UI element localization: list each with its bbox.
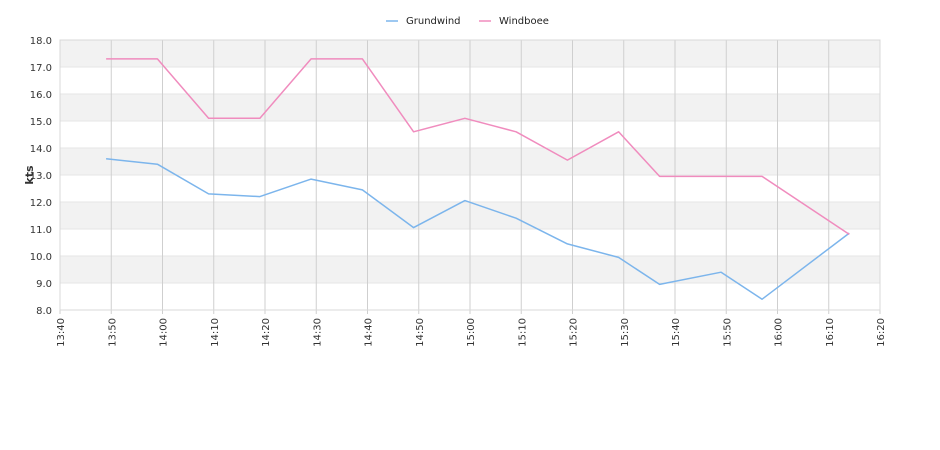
series-line-windboee[interactable] [106, 58, 850, 236]
x-tick-label: 16:10 [825, 318, 836, 347]
series-line-grundwind[interactable] [106, 158, 850, 300]
legend-label: Grundwind [406, 16, 461, 27]
series-layer [106, 58, 850, 300]
y-tick-label: 12.0 [30, 198, 52, 209]
legend-item-windboee[interactable]: Windboee [479, 16, 549, 27]
y-tick-label: 11.0 [30, 225, 52, 236]
legend: Grundwind Windboee [386, 16, 549, 27]
x-tick-label: 15:10 [517, 318, 528, 347]
x-tick-label: 14:10 [210, 318, 221, 347]
y-axis-title: kts [23, 165, 36, 185]
y-tick-label: 16.0 [30, 90, 52, 101]
y-tick-label: 9.0 [36, 279, 52, 290]
plot-border [59, 39, 881, 311]
x-tick-label: 13:40 [56, 318, 67, 347]
y-axis-title-group: kts [23, 165, 36, 185]
x-tick-label: 14:30 [312, 318, 323, 347]
x-tick-label: 16:00 [774, 318, 785, 347]
x-tick-label: 15:00 [466, 318, 477, 347]
x-tick-label: 15:30 [620, 318, 631, 347]
x-tick-label: 14:20 [261, 318, 272, 347]
x-tick-label: 15:50 [722, 318, 733, 347]
y-tick-label: 15.0 [30, 117, 52, 128]
y-axis-ticks: 8.0 9.0 10.0 11.0 12.0 13.0 14.0 15.0 16.0 17.0 18… [30, 36, 52, 317]
y-tick-label: 14.0 [30, 144, 52, 155]
legend-item-grundwind[interactable]: Grundwind [386, 16, 461, 27]
y-tick-label: 10.0 [30, 252, 52, 263]
x-tick-label: 15:20 [569, 318, 580, 347]
legend-label: Windboee [499, 16, 549, 27]
x-tick-label: 15:40 [671, 318, 682, 347]
y-tick-label: 8.0 [36, 306, 52, 317]
x-tick-label: 13:50 [107, 318, 118, 347]
y-tick-label: 13.0 [30, 171, 52, 182]
x-tick-label: 14:40 [364, 318, 375, 347]
x-tick-label: 16:20 [876, 318, 887, 347]
plot-frame [59, 39, 881, 311]
x-tick-label: 14:00 [159, 318, 170, 347]
x-axis-ticks: 13:40 13:50 14:00 14:10 14:20 14:30 14:40 14:50… [56, 318, 887, 347]
y-tick-label: 18.0 [30, 36, 52, 47]
x-tick-label: 14:50 [415, 318, 426, 347]
y-tick-label: 17.0 [30, 63, 52, 74]
